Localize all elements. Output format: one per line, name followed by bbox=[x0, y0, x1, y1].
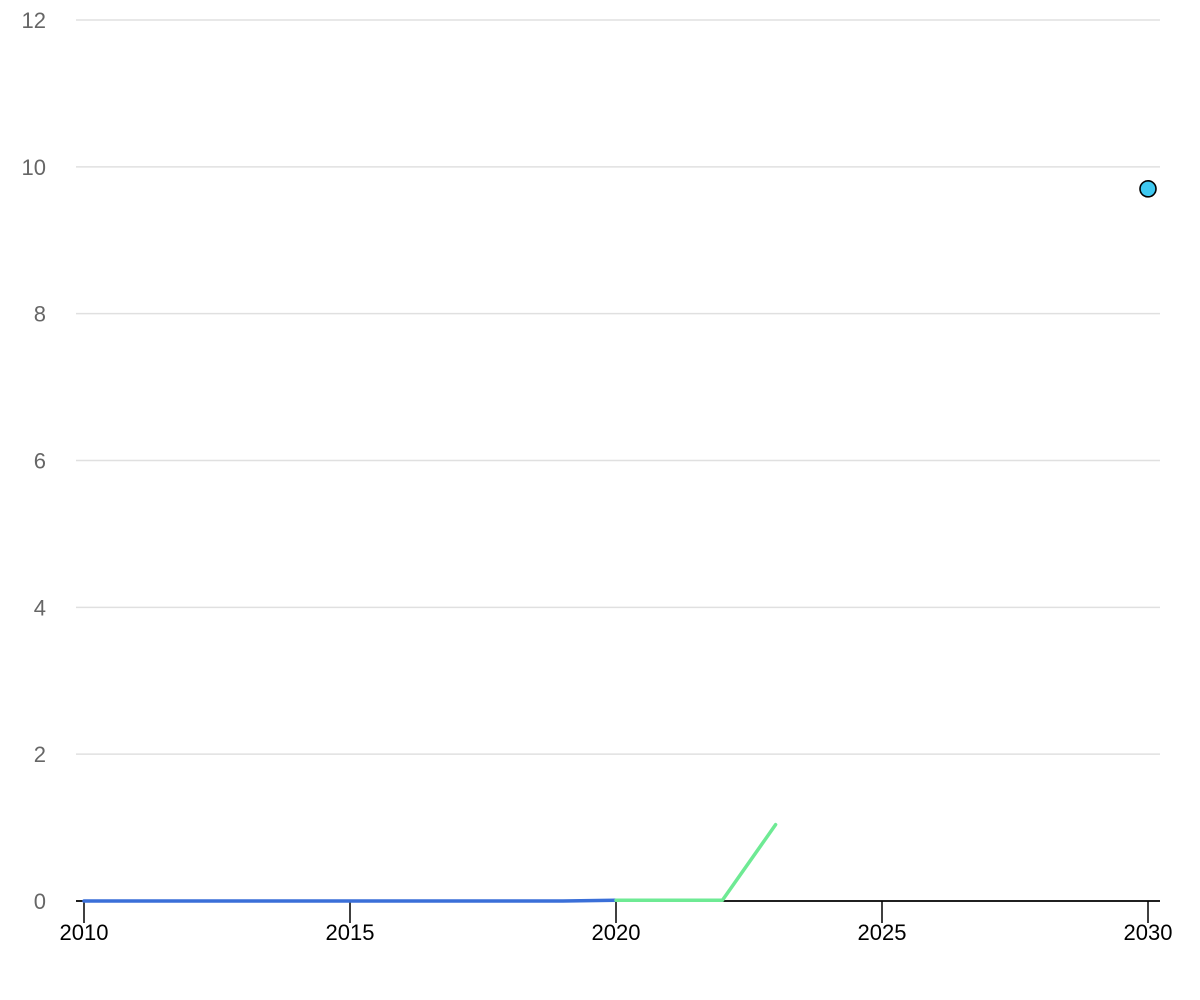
series-3-point-1 bbox=[1139, 180, 1157, 198]
x-tick-label-2015: 2015 bbox=[326, 920, 375, 945]
series-1-line bbox=[82, 898, 618, 903]
x-axis: 2010 2015 2020 2025 2030 bbox=[60, 900, 1173, 945]
y-tick-label-4: 4 bbox=[34, 595, 46, 620]
y-axis-tick-labels: 0 2 4 6 8 10 12 bbox=[22, 8, 46, 914]
x-tick-label-2030: 2030 bbox=[1124, 920, 1173, 945]
x-tick-label-2025: 2025 bbox=[858, 920, 907, 945]
series-2-line bbox=[614, 822, 778, 903]
y-tick-label-2: 2 bbox=[34, 742, 46, 767]
y-tick-label-8: 8 bbox=[34, 302, 46, 327]
x-tick-label-2010: 2010 bbox=[60, 920, 109, 945]
y-tick-label-0: 0 bbox=[34, 889, 46, 914]
grid-lines bbox=[76, 19, 1160, 755]
x-tick-label-2020: 2020 bbox=[592, 920, 641, 945]
y-tick-label-10: 10 bbox=[22, 155, 46, 180]
y-tick-label-6: 6 bbox=[34, 449, 46, 474]
y-tick-label-12: 12 bbox=[22, 8, 46, 33]
series-layer bbox=[82, 180, 1157, 903]
